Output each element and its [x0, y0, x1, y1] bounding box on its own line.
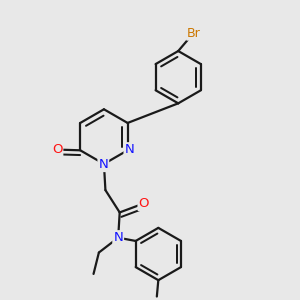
Text: O: O	[52, 143, 62, 156]
Text: Br: Br	[187, 27, 201, 40]
Text: N: N	[124, 143, 134, 156]
Text: N: N	[113, 231, 123, 244]
Text: N: N	[98, 158, 108, 171]
Text: O: O	[139, 197, 149, 210]
